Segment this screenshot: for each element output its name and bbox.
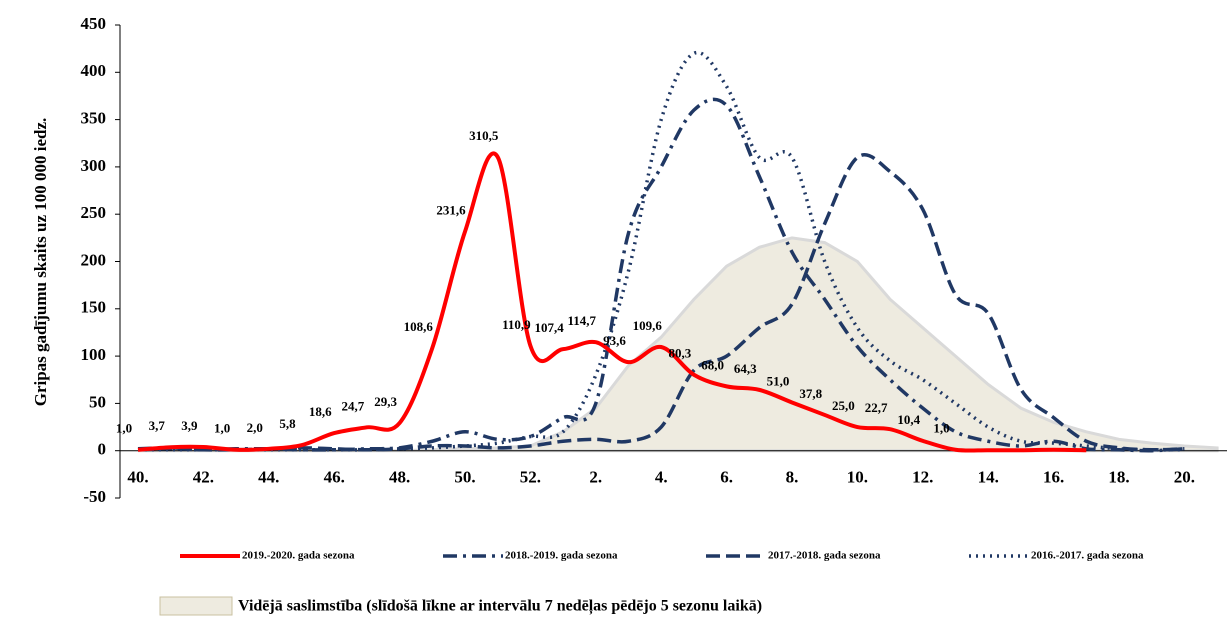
data-label: 114,7 [568, 313, 597, 328]
y-tick-label: 100 [81, 345, 107, 364]
legend-label: 2019.-2020. gada sezona [242, 550, 355, 562]
data-label: 18,6 [309, 404, 332, 419]
y-tick-label: 200 [81, 250, 107, 269]
y-tick-label: 150 [81, 298, 107, 317]
x-tick-label: 8. [786, 468, 799, 487]
data-label: 107,4 [534, 320, 564, 335]
y-tick-label: -50 [83, 487, 106, 506]
data-label: 231,6 [436, 203, 466, 218]
x-tick-label: 16. [1043, 468, 1064, 487]
data-label: 310,5 [469, 128, 499, 143]
x-tick-label: 48. [389, 468, 410, 487]
legend-label: 2016.-2017. gada sezona [1031, 550, 1144, 562]
data-label: 1,0 [214, 421, 230, 436]
x-tick-label: 18. [1108, 468, 1129, 487]
x-tick-label: 2. [589, 468, 602, 487]
data-label: 108,6 [404, 319, 434, 334]
legend-swatch [159, 596, 233, 616]
data-label: 2,0 [247, 420, 263, 435]
x-tick-label: 40. [127, 468, 148, 487]
data-label: 93,6 [603, 333, 626, 348]
data-label: 25,0 [832, 398, 855, 413]
x-tick-label: 10. [847, 468, 868, 487]
series-line [137, 97, 1185, 453]
y-tick-label: 400 [81, 61, 107, 80]
x-tick-label: 46. [324, 468, 345, 487]
y-tick-label: 0 [98, 440, 107, 459]
data-label: 37,8 [799, 386, 822, 401]
y-tick-label: 300 [81, 156, 107, 175]
x-tick-label: 50. [454, 468, 475, 487]
x-tick-label: 12. [912, 468, 933, 487]
legend-label: 2017.-2018. gada sezona [768, 550, 881, 562]
data-label: 109,6 [633, 318, 663, 333]
x-tick-label: 6. [720, 468, 733, 487]
data-label: 68,0 [701, 357, 724, 372]
data-label: 110,9 [502, 317, 531, 332]
legend-label: Vidējā saslimstība (slīdošā līkne ar int… [238, 598, 762, 616]
data-label: 24,7 [342, 398, 365, 413]
y-tick-label: 450 [81, 14, 107, 33]
x-tick-label: 14. [978, 468, 999, 487]
y-axis-title: Gripas gadījumu skaits uz 100 000 iedz. [31, 118, 50, 407]
data-label: 10,4 [897, 412, 920, 427]
data-label: 1,0 [933, 421, 949, 436]
data-label: 29,3 [374, 394, 397, 409]
data-label: 80,3 [669, 346, 692, 361]
data-label: 3,7 [149, 418, 166, 433]
y-tick-label: 250 [81, 203, 107, 222]
series-line [137, 153, 1185, 452]
x-tick-label: 4. [655, 468, 668, 487]
y-tick-label: 350 [81, 109, 107, 128]
data-label: 51,0 [767, 373, 790, 388]
data-label: 22,7 [865, 400, 888, 415]
series-line [137, 151, 1087, 453]
x-tick-label: 42. [193, 468, 214, 487]
data-label: 1,0 [116, 421, 132, 436]
x-tick-label: 20. [1174, 468, 1195, 487]
x-tick-label: 52. [520, 468, 541, 487]
legend-label: 2018.-2019. gada sezona [505, 550, 618, 562]
data-label: 5,8 [279, 416, 296, 431]
y-tick-label: 50 [89, 392, 106, 411]
data-label: 3,9 [181, 418, 198, 433]
data-label: 64,3 [734, 361, 757, 376]
x-tick-label: 44. [258, 468, 279, 487]
